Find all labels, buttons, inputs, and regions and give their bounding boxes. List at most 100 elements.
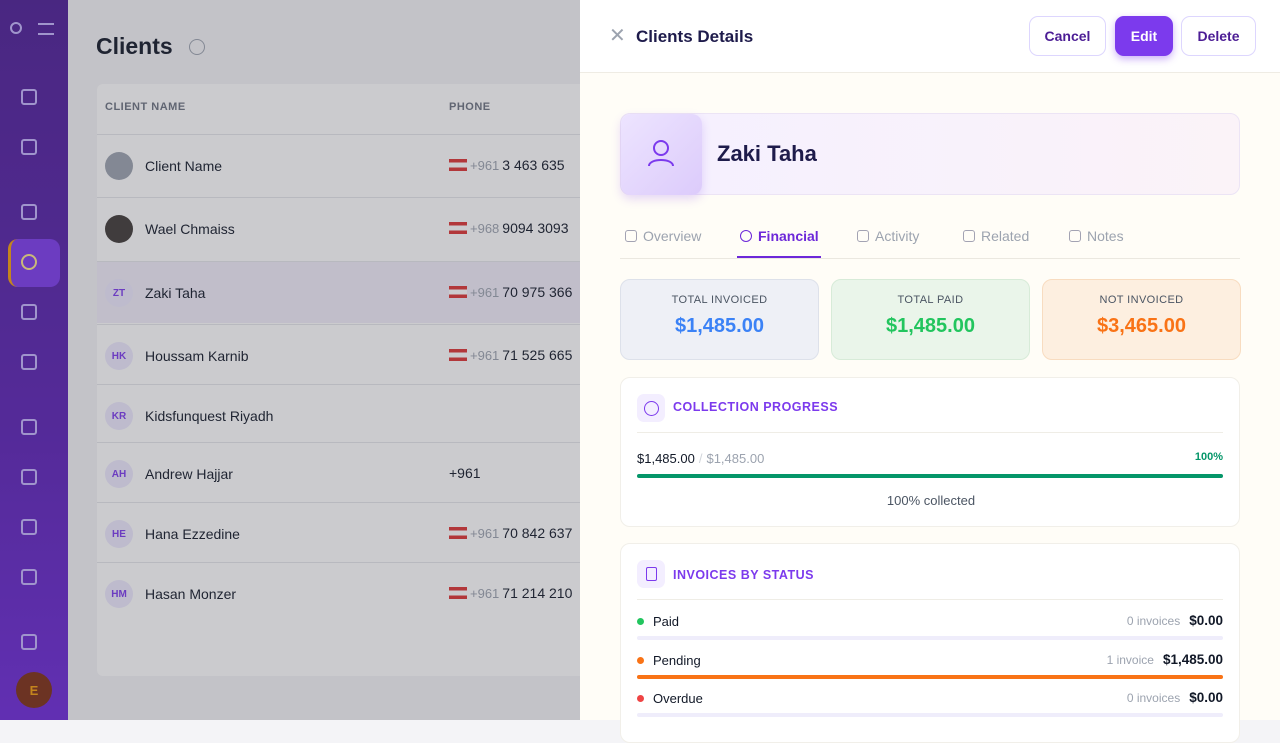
phone: +961 bbox=[449, 465, 481, 481]
tab-label: Activity bbox=[875, 228, 920, 244]
status-label: Pending bbox=[653, 653, 701, 668]
drawer-header: ✕ Clients Details bbox=[580, 0, 1280, 73]
collection-caption: 100% collected bbox=[886, 493, 976, 508]
sidebar: E bbox=[0, 0, 68, 720]
invoice-count: 1 invoice bbox=[1106, 653, 1154, 667]
table-row[interactable]: ZT Zaki Taha +961 70 975 366 bbox=[97, 261, 617, 323]
divider bbox=[637, 432, 1223, 433]
file-icon bbox=[637, 560, 665, 588]
invoice-amount: $0.00 bbox=[1189, 613, 1223, 628]
table-row[interactable]: KR Kidsfunquest Riyadh bbox=[97, 384, 617, 444]
profile-card: Zaki Taha bbox=[620, 113, 1240, 195]
action-button[interactable]: Cancel bbox=[1029, 16, 1106, 56]
nav-icon[interactable] bbox=[21, 634, 37, 650]
phone: +961 71 214 210 bbox=[449, 585, 572, 601]
close-icon[interactable]: ✕ bbox=[609, 25, 626, 47]
country-code: +961 bbox=[470, 525, 500, 541]
menu-icon[interactable] bbox=[38, 23, 54, 35]
page-title: Clients bbox=[96, 33, 173, 59]
initials-avatar: HK bbox=[105, 342, 133, 370]
phone-number: 70 842 637 bbox=[502, 525, 573, 541]
table-row[interactable]: Client Name +961 3 463 635 bbox=[97, 134, 617, 194]
client-name: Zaki Taha bbox=[145, 285, 206, 301]
status-label: Paid bbox=[653, 614, 680, 629]
photo-avatar bbox=[105, 215, 133, 243]
action-button[interactable]: Edit bbox=[1115, 16, 1173, 56]
status-values: 1 invoice $1,485.00 bbox=[1107, 652, 1223, 667]
country-code: +968 bbox=[470, 220, 500, 236]
stat-value: $3,465.00 bbox=[1097, 315, 1186, 337]
phone-number: 9094 3093 bbox=[502, 220, 569, 236]
flag bbox=[449, 222, 467, 234]
collection-percent: 100% bbox=[1194, 451, 1223, 463]
tab[interactable]: Notes bbox=[1069, 228, 1124, 244]
collection-amounts: $1,485.00 / $1,485.00 bbox=[637, 451, 764, 466]
stat-card: TOTAL PAID $1,485.00 bbox=[831, 279, 1030, 360]
tab-icon bbox=[1069, 230, 1081, 242]
initials-avatar: ZT bbox=[105, 279, 133, 307]
tab-label: Notes bbox=[1087, 228, 1124, 244]
table-row[interactable]: HM Hasan Monzer +961 71 214 210 bbox=[97, 562, 617, 622]
table-row[interactable]: HE Hana Ezzedine +961 70 842 637 bbox=[97, 502, 617, 562]
initials-avatar: KR bbox=[105, 402, 133, 430]
nav-icon[interactable] bbox=[21, 204, 37, 220]
tab-icon bbox=[625, 230, 637, 242]
table-row[interactable]: AH Andrew Hajjar +961 bbox=[97, 442, 617, 502]
drawer: ✕ Clients Details Zaki Taha COLLECTION P… bbox=[580, 0, 1280, 743]
settings-icon[interactable] bbox=[10, 22, 22, 34]
stat-value: $1,485.00 bbox=[675, 315, 764, 337]
phone: +961 3 463 635 bbox=[449, 157, 565, 173]
tab[interactable]: Activity bbox=[857, 228, 919, 244]
invoice-amount: $0.00 bbox=[1189, 690, 1223, 705]
stat-card: TOTAL INVOICED $1,485.00 bbox=[620, 279, 819, 360]
country-code: +961 bbox=[470, 157, 500, 173]
separator: / bbox=[698, 451, 703, 466]
country-code: +961 bbox=[470, 284, 500, 300]
tab-label: Financial bbox=[758, 228, 819, 244]
initials-avatar: AH bbox=[105, 460, 133, 488]
nav-icon[interactable] bbox=[21, 569, 37, 585]
nav-icon[interactable] bbox=[21, 304, 37, 320]
user-avatar[interactable]: E bbox=[16, 672, 52, 708]
client-name: Hasan Monzer bbox=[145, 586, 237, 602]
nav-icon[interactable] bbox=[21, 354, 37, 370]
nav-icon[interactable] bbox=[21, 139, 37, 155]
tab-label: Overview bbox=[643, 228, 702, 244]
collection-card: COLLECTION PROGRESS $1,485.00 / $1,485.0… bbox=[620, 377, 1240, 527]
overlay[interactable] bbox=[0, 0, 580, 720]
table-row[interactable]: HK Houssam Karnib +961 71 525 665 bbox=[97, 324, 617, 384]
phone: +961 71 525 665 bbox=[449, 347, 572, 363]
initials-avatar: HM bbox=[105, 580, 133, 608]
phone: +961 70 975 366 bbox=[449, 284, 572, 300]
table: CLIENT NAME PHONE Client Name +961 3 463 635… bbox=[97, 84, 617, 676]
nav-icon[interactable] bbox=[21, 469, 37, 485]
drawer-title: Clients Details bbox=[636, 27, 754, 46]
progress-bar bbox=[637, 474, 1223, 478]
flag bbox=[449, 159, 467, 171]
client-name: Hana Ezzedine bbox=[145, 526, 240, 542]
table-row[interactable]: Wael Chmaiss +968 9094 3093 bbox=[97, 197, 617, 257]
nav-icon[interactable] bbox=[21, 254, 37, 270]
nav-icon[interactable] bbox=[21, 419, 37, 435]
total-amount: $1,485.00 bbox=[706, 451, 765, 466]
nav-icon[interactable] bbox=[21, 89, 37, 105]
initials-avatar: HE bbox=[105, 520, 133, 548]
tabs-divider bbox=[620, 258, 1240, 259]
action-button[interactable]: Delete bbox=[1181, 16, 1256, 56]
tab[interactable]: Related bbox=[963, 228, 1029, 244]
client-name: Wael Chmaiss bbox=[145, 221, 235, 237]
phone: +968 9094 3093 bbox=[449, 220, 568, 236]
photo-avatar bbox=[105, 152, 133, 180]
tab[interactable]: Financial bbox=[740, 228, 819, 244]
flag bbox=[449, 527, 467, 539]
collected-amount: $1,485.00 bbox=[637, 451, 695, 466]
tab[interactable]: Overview bbox=[625, 228, 701, 244]
country-code: +961 bbox=[449, 465, 481, 481]
nav-icon[interactable] bbox=[21, 519, 37, 535]
help-icon[interactable] bbox=[189, 39, 205, 55]
phone-number: 71 214 210 bbox=[502, 585, 573, 601]
column-header: PHONE bbox=[449, 101, 491, 113]
divider bbox=[637, 599, 1223, 600]
column-header: CLIENT NAME bbox=[105, 101, 186, 113]
